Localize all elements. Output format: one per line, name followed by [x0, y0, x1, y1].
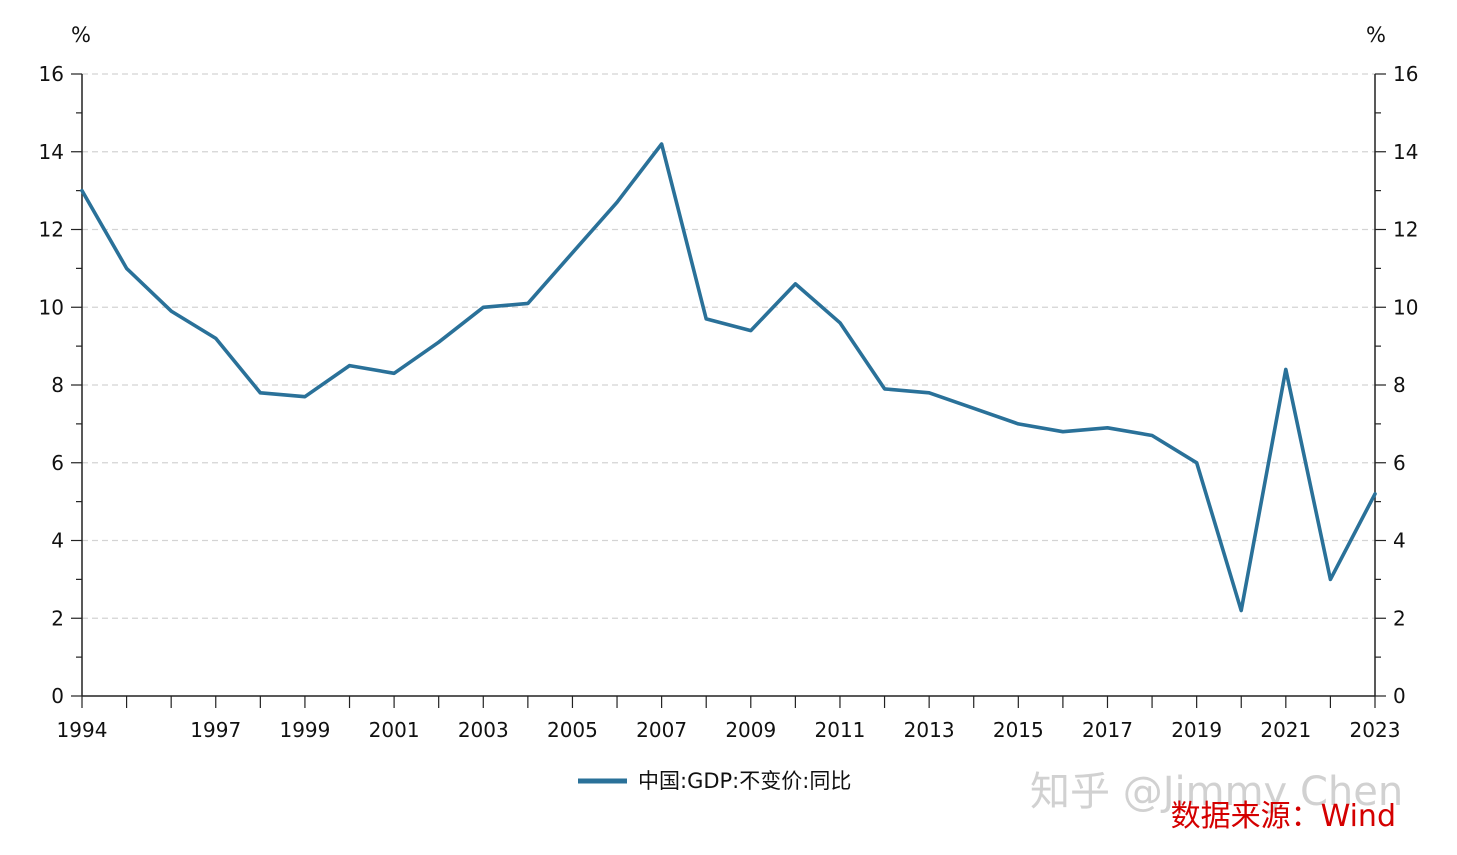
tick-labels: 0 0 2 2 4 4 6 6 8 8 10 10 12 12 14 14 16 16 1994 1997 1999 20… [39, 62, 1419, 742]
left-y-tick-label: 2 [51, 606, 64, 630]
series-layer [80, 142, 1377, 613]
left-y-tick-label: 4 [51, 529, 64, 553]
x-tick-label: 2001 [369, 718, 420, 742]
right-y-tick-label: 8 [1393, 373, 1406, 397]
source-label: 数据来源：Wind [1171, 799, 1396, 834]
right-y-tick-label: 16 [1393, 62, 1418, 86]
right-y-tick-label: 10 [1393, 295, 1418, 319]
x-tick-label: 2021 [1260, 718, 1311, 742]
x-tick-label: 2019 [1171, 718, 1222, 742]
right-y-tick-label: 6 [1393, 451, 1406, 475]
x-tick-label: 2015 [993, 718, 1044, 742]
x-tick-label: 2003 [458, 718, 509, 742]
watermark: 知乎 @Jimmy Chen [1030, 769, 1403, 815]
left-y-tick-label: 14 [39, 140, 64, 164]
right-y-tick-label: 2 [1393, 606, 1406, 630]
legend: 中国:GDP:不变价:同比 [578, 769, 851, 793]
right-y-tick-label: 4 [1393, 529, 1406, 553]
x-tick-label: 2017 [1082, 718, 1133, 742]
legend-label: 中国:GDP:不变价:同比 [638, 769, 851, 793]
right-y-tick-label: 14 [1393, 140, 1418, 164]
x-tick-label: 2007 [636, 718, 687, 742]
right-y-tick-label: 12 [1393, 218, 1418, 242]
left-y-tick-label: 10 [39, 295, 64, 319]
left-y-tick-label: 12 [39, 218, 64, 242]
x-tick-label: 2011 [815, 718, 866, 742]
left-y-unit-label: % [71, 23, 91, 47]
gridlines [82, 73, 1375, 619]
series-line [80, 142, 1377, 613]
left-y-tick-label: 16 [39, 62, 64, 86]
left-y-tick-label: 0 [51, 684, 64, 708]
x-tick-label: 1999 [279, 718, 330, 742]
x-tick-label: 2023 [1350, 718, 1401, 742]
x-tick-label: 1994 [57, 718, 108, 742]
left-y-tick-label: 8 [51, 373, 64, 397]
x-tick-label: 1997 [190, 718, 241, 742]
x-tick-label: 2013 [904, 718, 955, 742]
ticks [71, 73, 1386, 708]
x-tick-label: 2005 [547, 718, 598, 742]
left-y-tick-label: 6 [51, 451, 64, 475]
x-tick-label: 2009 [725, 718, 776, 742]
right-y-unit-label: % [1366, 23, 1386, 47]
right-y-tick-label: 0 [1393, 684, 1406, 708]
